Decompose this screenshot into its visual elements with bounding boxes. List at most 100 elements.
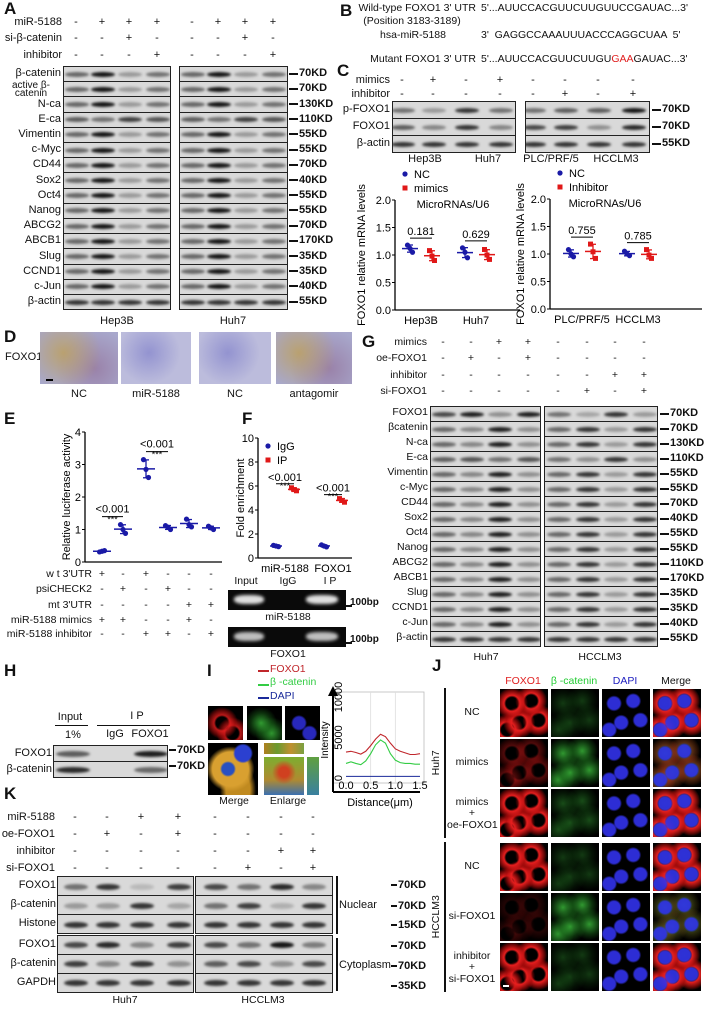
- protein-band: [622, 141, 646, 147]
- fluorescence-image: [652, 842, 702, 892]
- protein-band: [633, 621, 657, 627]
- protein-band: [146, 269, 170, 275]
- data-point: [273, 543, 279, 549]
- protein-band: [237, 921, 261, 928]
- protein-band: [146, 253, 170, 259]
- data-point: [294, 488, 299, 494]
- column-header: FOXO1: [505, 674, 541, 687]
- blot-row: [179, 248, 288, 265]
- blot-row: [430, 631, 541, 647]
- y-tick-label: 0: [333, 775, 345, 781]
- protein-band: [262, 193, 286, 199]
- y-tick-label: 1.5: [376, 223, 391, 235]
- protein-band: [517, 486, 540, 492]
- protein-band: [432, 606, 456, 612]
- protein-band: [432, 531, 456, 537]
- blot-row: [179, 263, 288, 280]
- blot-row: [179, 172, 288, 189]
- molecular-weight-marker: 55KD: [670, 632, 699, 645]
- marker-tick: [391, 924, 397, 926]
- condition-symbol: -: [100, 31, 104, 44]
- protein-band: [207, 117, 231, 123]
- blot-row: [63, 96, 171, 113]
- image-caption: NC: [227, 387, 243, 400]
- marker-tick: [289, 72, 298, 75]
- condition-symbol: -: [311, 827, 315, 840]
- protein-band: [234, 177, 258, 183]
- protein-label: ABCG2: [392, 556, 428, 569]
- legend-swatch: [258, 670, 269, 672]
- data-point: [593, 255, 598, 261]
- condition-symbol: -: [144, 598, 148, 611]
- condition-symbol: +: [611, 368, 619, 381]
- y-tick-label: 2.0: [376, 195, 391, 207]
- condition-label: si-FOXO1: [6, 861, 55, 874]
- protein-band: [64, 980, 88, 986]
- y-tick-label: 1.5: [531, 222, 546, 234]
- y-tick-label: 0: [248, 553, 254, 565]
- condition-symbol: -: [469, 368, 473, 381]
- protein-label: CD44: [32, 158, 61, 171]
- condition-symbol: -: [176, 844, 180, 857]
- blot-row: [544, 631, 658, 647]
- protein-band: [146, 299, 170, 305]
- condition-symbol: -: [73, 810, 77, 823]
- condition-symbol: -: [105, 844, 109, 857]
- legend-label: IgG: [277, 441, 295, 453]
- molecular-weight-marker: 40KD: [299, 280, 328, 293]
- blot-row: [57, 895, 194, 915]
- protein-band: [118, 208, 142, 214]
- condition-symbol: -: [271, 31, 275, 44]
- protein-label: β-catenin: [6, 762, 52, 775]
- p-value: 0.785: [624, 231, 652, 243]
- molecular-weight-marker: 55KD: [299, 128, 328, 141]
- legend-label: Inhibitor: [569, 182, 608, 194]
- protein-band: [234, 284, 258, 290]
- x-tick-label: Huh7: [463, 315, 489, 327]
- ihc-image: [276, 332, 352, 384]
- group-label: Huh7: [430, 750, 443, 776]
- marker-tick: [660, 532, 669, 535]
- protein-band: [237, 883, 261, 890]
- condition-symbol: -: [190, 31, 194, 44]
- fluorescence-image: [550, 688, 600, 738]
- molecular-weight-marker: 70KD: [299, 67, 328, 80]
- protein-band: [181, 101, 205, 107]
- blot-row: [195, 914, 333, 934]
- protein-band: [91, 253, 115, 259]
- condition-symbol: -: [209, 582, 213, 595]
- ihc-image: [121, 332, 191, 384]
- y-tick-label: 4: [75, 427, 81, 439]
- protein-band: [207, 132, 231, 138]
- protein-band: [302, 883, 326, 890]
- protein-label: β-actin: [27, 295, 61, 308]
- data-point: [590, 249, 596, 255]
- protein-band: [517, 576, 540, 582]
- protein-band: [181, 86, 205, 92]
- protein-band: [633, 561, 657, 567]
- protein-band: [547, 561, 571, 567]
- mutant-sequence-suffix: GAUAC...3': [633, 52, 688, 65]
- molecular-weight-marker: 70KD: [670, 422, 699, 435]
- image-caption: antagomir: [289, 387, 339, 400]
- protein-band: [65, 269, 89, 275]
- protein-label: active β-catenin: [12, 80, 50, 100]
- protein-label: ABCB1: [393, 571, 428, 584]
- condition-symbol: -: [139, 827, 143, 840]
- protein-band: [460, 546, 484, 552]
- cell-line-label: HCCLM3: [241, 993, 285, 1006]
- protein-band: [207, 71, 231, 77]
- protein-band: [460, 411, 484, 417]
- molecular-weight-marker: 35KD: [398, 979, 427, 992]
- protein-label: Vimentin: [18, 128, 61, 141]
- legend-swatch: [258, 683, 269, 686]
- data-point: [205, 523, 212, 529]
- data-point: [188, 524, 195, 530]
- y-tick-label: 3: [75, 460, 81, 472]
- blot-row: [392, 135, 516, 153]
- molecular-weight-marker: 110KD: [670, 452, 704, 465]
- protein-band: [207, 147, 231, 153]
- protein-band: [118, 101, 142, 107]
- protein-band: [576, 471, 600, 477]
- fluorescence-image: [499, 688, 549, 738]
